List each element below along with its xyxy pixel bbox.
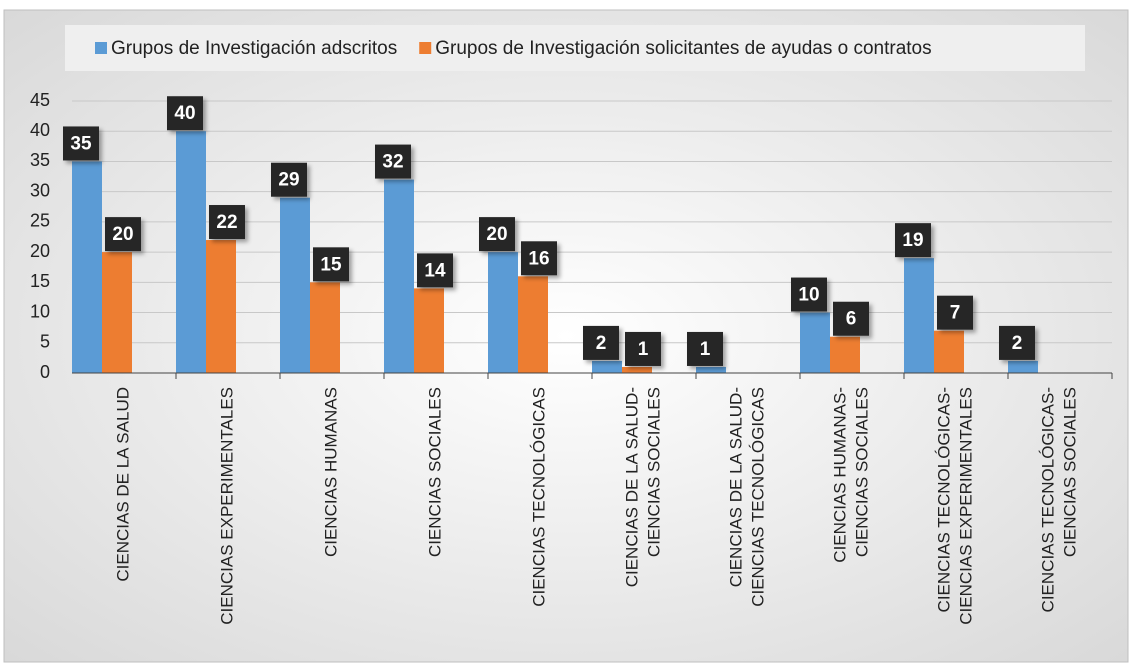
bar xyxy=(206,240,236,373)
x-tick-label: CIENCIAS EXPERIMENTALES xyxy=(217,387,236,625)
x-tick-label: CIENCIAS TECNOLÓGICAS xyxy=(529,387,548,607)
data-label: 2 xyxy=(1012,333,1023,354)
data-label: 40 xyxy=(174,103,195,124)
data-label-box xyxy=(417,253,453,288)
data-label-box xyxy=(687,331,723,366)
bar xyxy=(622,366,652,373)
x-tick-label: CIENCIAS DE LA SALUD- xyxy=(622,387,641,587)
data-label-box xyxy=(63,126,99,161)
x-tick-label: CIENCIAS DE LA SALUD- xyxy=(726,387,745,587)
data-label: 14 xyxy=(424,260,446,281)
bar xyxy=(280,197,310,373)
x-tick-label: CIENCIAS SOCIALES xyxy=(644,387,663,557)
data-label-box xyxy=(375,144,411,179)
x-tick-label: CIENCIAS DE LA SALUD xyxy=(113,387,132,582)
bar xyxy=(518,276,548,373)
data-label-box xyxy=(271,162,307,197)
bar xyxy=(800,312,830,373)
x-tick-label: CIENCIAS TECNOLÓGICAS xyxy=(748,387,767,607)
bar xyxy=(830,336,860,373)
bar xyxy=(592,360,622,373)
data-label-box xyxy=(209,205,245,240)
data-label-box xyxy=(105,217,141,252)
y-tick-label: 45 xyxy=(30,90,50,110)
legend-label: Grupos de Investigación solicitantes de … xyxy=(435,38,931,59)
data-label-box xyxy=(895,223,931,258)
bar xyxy=(696,366,726,373)
data-label: 15 xyxy=(320,254,342,275)
x-tick-label: CIENCIAS EXPERIMENTALES xyxy=(956,387,975,625)
y-tick-label: 40 xyxy=(30,120,50,140)
data-label: 1 xyxy=(638,339,649,360)
data-label: 35 xyxy=(70,133,92,154)
data-label: 29 xyxy=(278,170,299,191)
x-tick-label: CIENCIAS SOCIALES xyxy=(852,387,871,557)
data-label-box xyxy=(583,325,619,360)
data-label-box xyxy=(999,325,1035,360)
legend-swatch xyxy=(419,42,432,54)
bar xyxy=(310,282,340,373)
data-label: 2 xyxy=(596,333,607,354)
data-label: 20 xyxy=(486,224,507,245)
bar xyxy=(904,258,934,373)
bar xyxy=(488,252,518,373)
data-label: 1 xyxy=(700,339,711,360)
y-tick-label: 20 xyxy=(30,241,50,261)
data-label: 7 xyxy=(950,303,961,324)
y-tick-label: 30 xyxy=(30,180,50,200)
bar xyxy=(384,179,414,373)
legend-box xyxy=(65,25,1085,71)
data-label-box xyxy=(937,295,973,330)
y-tick-label: 35 xyxy=(30,150,50,170)
y-tick-label: 25 xyxy=(30,211,50,231)
y-tick-label: 5 xyxy=(40,332,50,352)
data-label: 16 xyxy=(528,248,549,269)
y-tick-label: 0 xyxy=(40,362,50,382)
x-tick-label: CIENCIAS SOCIALES xyxy=(1060,387,1079,557)
data-label-box xyxy=(791,277,827,312)
data-label-box xyxy=(313,247,349,282)
legend-swatch xyxy=(95,42,107,54)
bar xyxy=(934,330,964,373)
bar xyxy=(414,288,444,373)
x-tick-label: CIENCIAS HUMANAS xyxy=(321,387,340,557)
data-label-box xyxy=(521,241,557,276)
data-label-box xyxy=(167,96,203,131)
legend-label: Grupos de Investigación adscritos xyxy=(111,38,397,59)
data-label: 10 xyxy=(798,285,819,306)
x-tick-label: CIENCIAS TECNOLÓGICAS- xyxy=(1038,387,1057,612)
data-label-box xyxy=(479,217,515,252)
data-label: 19 xyxy=(902,230,923,251)
bar xyxy=(1008,360,1038,373)
bar xyxy=(102,252,132,373)
y-tick-label: 10 xyxy=(30,301,50,321)
bar xyxy=(72,161,102,373)
bar xyxy=(176,131,206,373)
data-label: 6 xyxy=(846,309,857,330)
data-label: 20 xyxy=(112,224,133,245)
data-label: 22 xyxy=(216,212,237,233)
y-tick-label: 15 xyxy=(30,271,50,291)
data-label-box xyxy=(833,301,869,336)
x-tick-label: CIENCIAS SOCIALES xyxy=(425,387,444,557)
x-tick-label: CIENCIAS TECNOLÓGICAS- xyxy=(934,387,953,612)
x-tick-label: CIENCIAS HUMANAS- xyxy=(830,387,849,563)
data-label: 32 xyxy=(382,152,403,173)
data-label-box xyxy=(625,331,661,366)
